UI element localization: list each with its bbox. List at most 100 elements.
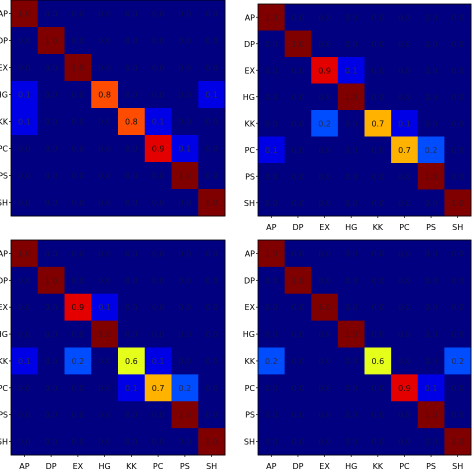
cell-value-label: 0.0 xyxy=(18,64,31,73)
cell-value-label: 1.0 xyxy=(425,411,438,420)
cell-value-label: 0.1 xyxy=(179,145,192,154)
cell-value-label: 0.0 xyxy=(98,172,111,181)
y-tick-label: EX xyxy=(244,303,255,312)
x-tick-label: PS xyxy=(426,462,436,471)
cell-value-label: 0.0 xyxy=(45,118,58,127)
cell-value-label: 0.0 xyxy=(152,411,165,420)
heatmap-cell xyxy=(364,83,392,111)
heatmap-cell xyxy=(198,81,226,109)
heatmap-cell xyxy=(118,428,146,456)
heatmap-cell xyxy=(118,27,146,55)
cell-value-label: 0.0 xyxy=(318,40,331,49)
cell-value-label: 0.1 xyxy=(152,118,165,127)
heatmap-cell xyxy=(337,266,365,295)
cell-value-label: 0.0 xyxy=(205,145,218,154)
y-tick-label: PC xyxy=(0,384,8,393)
heatmap-cell xyxy=(37,240,65,268)
y-tick-label: KK xyxy=(245,357,256,366)
y-tick-label: DP xyxy=(244,40,255,49)
cell-value-label: 0.6 xyxy=(371,357,384,366)
heatmap-cell xyxy=(284,266,312,295)
y-tick-label: PS xyxy=(0,411,8,420)
heatmap-cell xyxy=(444,401,472,429)
heatmap-cell xyxy=(11,401,39,429)
cell-value-label: 1.0 xyxy=(179,411,192,420)
heatmap-cell xyxy=(258,401,286,429)
heatmap-cell xyxy=(311,320,339,348)
heatmap-cell xyxy=(284,240,312,268)
heatmap-cell xyxy=(198,374,226,402)
cell-value-label: 0.0 xyxy=(292,438,305,447)
cell-value-label: 0.0 xyxy=(265,172,278,181)
cell-value-label: 0.0 xyxy=(292,330,305,339)
heatmap-cell xyxy=(391,163,419,190)
heatmap-cell xyxy=(258,189,286,217)
cell-value-label: 0.0 xyxy=(292,357,305,366)
cell-value-label: 0.0 xyxy=(98,37,111,46)
heatmap-cell xyxy=(258,4,286,31)
heatmap-cell xyxy=(91,27,119,55)
cell-value-label: 1.0 xyxy=(292,40,305,49)
heatmap-cell xyxy=(64,135,92,163)
x-tick-label: PC xyxy=(399,223,410,232)
cell-value-label: 0.0 xyxy=(398,199,411,208)
cell-value-label: 0.1 xyxy=(18,357,31,366)
heatmap-cell xyxy=(311,266,339,295)
heatmap-cell xyxy=(64,293,92,322)
heatmap-cell xyxy=(171,189,199,217)
cell-value-label: 0.0 xyxy=(398,438,411,447)
cell-value-label: 0.0 xyxy=(451,303,464,312)
cell-value-label: 0.0 xyxy=(451,276,464,285)
heatmap-cell xyxy=(11,81,39,109)
cell-value-label: 0.0 xyxy=(318,411,331,420)
heatmap-cell xyxy=(364,110,392,137)
heatmap-cell xyxy=(311,4,339,31)
cell-value-label: 0.0 xyxy=(205,10,218,19)
cell-value-label: 0.0 xyxy=(125,303,138,312)
cell-value-label: 0.0 xyxy=(179,199,192,208)
cell-value-label: 0.0 xyxy=(451,146,464,155)
heatmap-cell xyxy=(311,374,339,402)
heatmap-cell xyxy=(171,81,199,109)
cell-value-label: 0.0 xyxy=(125,276,138,285)
cell-value-label: 0.0 xyxy=(152,199,165,208)
cell-value-label: 0.0 xyxy=(371,249,384,258)
cell-value-label: 0.8 xyxy=(98,91,111,100)
cell-value-label: 0.0 xyxy=(179,118,192,127)
cell-value-label: 0.0 xyxy=(318,438,331,447)
x-tick-label: KK xyxy=(126,462,137,471)
cell-value-label: 0.0 xyxy=(179,276,192,285)
cell-value-label: 0.0 xyxy=(18,330,31,339)
cell-value-label: 0.0 xyxy=(98,384,111,393)
heatmap-cell xyxy=(118,374,146,402)
heatmap-cell xyxy=(444,4,472,31)
heatmap-cell xyxy=(144,266,172,295)
heatmap-cell xyxy=(417,136,445,164)
heatmap-cell xyxy=(364,266,392,295)
cell-value-label: 0.0 xyxy=(292,249,305,258)
x-tick-label: DP xyxy=(46,462,57,471)
heatmap-cell xyxy=(64,401,92,429)
cell-value-label: 0.0 xyxy=(398,357,411,366)
y-tick-label: EX xyxy=(244,66,255,75)
y-tick-label: HG xyxy=(243,93,255,102)
heatmap-cell xyxy=(337,110,365,137)
cell-value-label: 0.0 xyxy=(18,303,31,312)
heatmap-cell xyxy=(417,57,445,84)
cell-value-label: 0.0 xyxy=(205,357,218,366)
cell-value-label: 0.0 xyxy=(45,411,58,420)
y-tick-label: SH xyxy=(0,438,8,447)
cell-value-label: 0.0 xyxy=(152,172,165,181)
x-tick-label: EX xyxy=(319,223,330,232)
heatmap-cell xyxy=(391,57,419,84)
cell-value-label: 0.0 xyxy=(265,199,278,208)
heatmap-cell xyxy=(311,401,339,429)
heatmap-cell xyxy=(417,347,445,375)
heatmap-cell xyxy=(37,108,65,136)
x-tick-label: HG xyxy=(99,462,111,471)
heatmap-cell xyxy=(37,320,65,348)
heatmap-cell xyxy=(391,293,419,322)
cell-value-label: 1.0 xyxy=(451,438,464,447)
heatmap-cell xyxy=(417,374,445,402)
cell-value-label: 0.7 xyxy=(371,119,384,128)
